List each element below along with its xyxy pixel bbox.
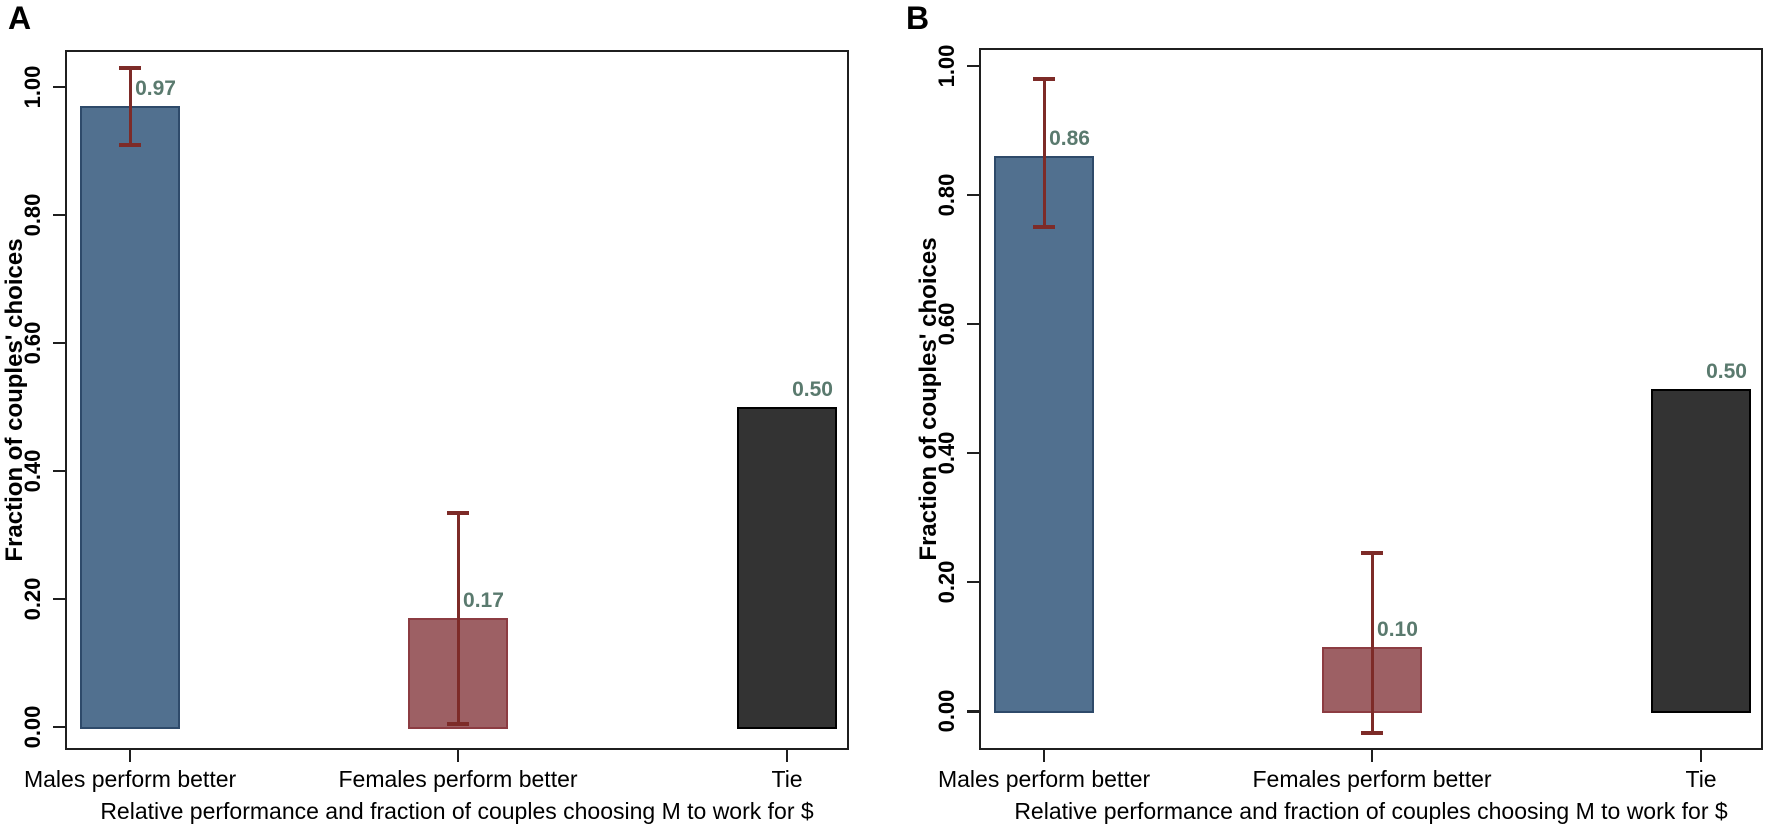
error-bar-cap-top xyxy=(1361,551,1384,556)
x-category-label: Males perform better xyxy=(937,766,1151,792)
x-axis-title: Relative performance and fraction of cou… xyxy=(1014,798,1728,824)
x-tick-mark xyxy=(456,750,460,762)
error-bar-line xyxy=(1370,553,1374,734)
x-category-label: Females perform better xyxy=(338,766,578,792)
bar-value-label: 0.10 xyxy=(1377,617,1418,641)
x-category-label: Tie xyxy=(1685,766,1717,792)
x-category-label: Females perform better xyxy=(1252,766,1492,792)
y-tick-mark xyxy=(967,64,979,68)
bar-value-label: 0.17 xyxy=(463,589,504,613)
x-tick-mark xyxy=(1370,750,1374,762)
panel-b-letter: B xyxy=(906,0,930,36)
y-tick-mark xyxy=(967,451,979,455)
error-bar-line xyxy=(128,67,132,145)
error-bar-line xyxy=(1042,78,1046,228)
x-axis-title: Relative performance and fraction of cou… xyxy=(100,798,814,824)
bar-males-perform-better xyxy=(80,106,181,729)
error-bar-cap-top xyxy=(119,65,142,70)
panel-a: A 0.00 0.20 0.40 0.60 0.80 1.00 0.97 Males perf… xyxy=(1,0,849,824)
panel-b: B 0.00 0.20 0.40 0.60 0.80 1.00 0.86 Males perf… xyxy=(886,0,1772,838)
y-tick-mark xyxy=(53,341,65,345)
bar-value-label: 0.50 xyxy=(1706,359,1747,383)
y-tick-mark xyxy=(53,213,65,217)
error-bar-cap-top xyxy=(1033,76,1056,81)
y-tick-mark xyxy=(53,725,65,729)
y-tick-mark xyxy=(53,597,65,601)
x-tick-mark xyxy=(785,750,789,762)
y-tick-mark xyxy=(967,193,979,197)
y-tick-mark xyxy=(967,580,979,584)
bar-value-label: 0.50 xyxy=(792,378,833,402)
x-category-label: Males perform better xyxy=(23,766,237,792)
error-bar-line xyxy=(456,512,460,724)
y-axis-title: Fraction of couples' choices xyxy=(915,237,942,561)
y-tick-mark xyxy=(53,469,65,473)
error-bar-cap-top xyxy=(447,510,470,515)
x-tick-mark xyxy=(1699,750,1703,762)
error-bar-cap-bottom xyxy=(447,721,470,726)
error-bar-cap-bottom xyxy=(1033,225,1056,230)
x-category-label: Tie xyxy=(771,766,803,792)
error-bar-cap-bottom xyxy=(119,142,142,147)
x-tick-mark xyxy=(1042,750,1046,762)
x-tick-mark xyxy=(128,750,132,762)
bar-value-label: 0.86 xyxy=(1049,127,1090,151)
y-axis-title: Fraction of couples' choices xyxy=(1,238,28,562)
error-bar-cap-bottom xyxy=(1361,731,1384,736)
bar-tie xyxy=(1651,388,1752,714)
plot-frame xyxy=(979,48,1763,750)
plot-frame xyxy=(65,50,849,750)
y-tick-mark xyxy=(967,710,979,713)
y-tick-mark xyxy=(967,322,979,326)
bar-tie xyxy=(737,407,838,729)
bar-value-label: 0.97 xyxy=(135,77,176,101)
bar-males-perform-better xyxy=(994,156,1095,714)
panel-a-letter: A xyxy=(8,0,32,36)
y-tick-mark xyxy=(53,85,65,89)
